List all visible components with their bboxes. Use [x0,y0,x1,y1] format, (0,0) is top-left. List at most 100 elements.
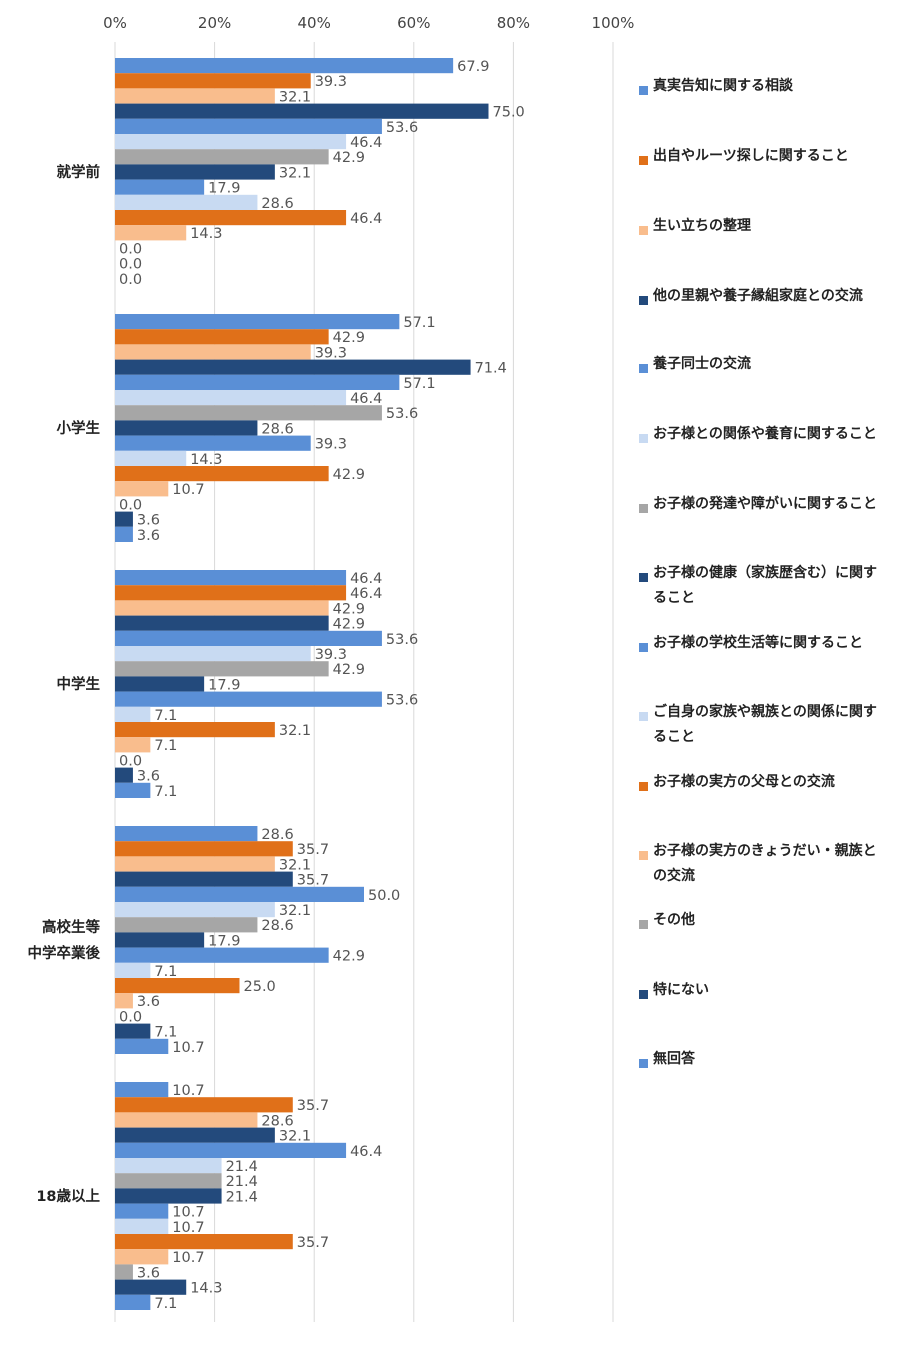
data-label: 10.7 [172,1083,204,1099]
legend-item: 他の里親や養子縁組家庭との交流 [639,288,879,309]
bar [115,481,169,497]
bar [115,1279,187,1295]
bar [115,1097,293,1113]
bar [115,58,454,74]
legend-swatch [639,86,648,95]
bar [115,691,382,707]
data-label: 3.6 [137,513,160,529]
data-label: 42.9 [333,662,365,678]
data-label: 46.4 [350,391,382,407]
data-label: 32.1 [279,165,311,181]
data-label: 28.6 [261,827,293,843]
data-label: 14.3 [190,1281,222,1297]
legend-label: ご自身の家族や親族との関係に関すること [653,704,877,745]
data-label: 46.4 [350,1144,382,1160]
legend-label: お子様の実方のきょうだい・親族との交流 [653,843,877,884]
bar [115,390,347,406]
legend-swatch [639,296,648,305]
bar [115,856,275,872]
data-label: 21.4 [226,1189,258,1205]
legend-swatch [639,643,648,652]
bar [115,1218,169,1234]
bars [115,58,489,1310]
legend-swatch [639,504,648,513]
data-label: 3.6 [137,528,160,544]
bar [115,1082,169,1098]
legend-item: 養子同士の交流 [639,356,879,377]
legend-item: 出自やルーツ探しに関すること [639,148,879,169]
data-label: 28.6 [261,1113,293,1129]
data-label: 0.0 [119,497,142,513]
data-label: 35.7 [297,873,329,889]
legend-swatch [639,434,648,443]
data-label: 10.7 [172,482,204,498]
data-label: 28.6 [261,918,293,934]
bar [115,1294,151,1310]
x-axis-ticks: 0% 20% 40% 60% 80% 100% [103,14,634,32]
x-tick-label: 20% [198,14,231,32]
legend-item: ご自身の家族や親族との関係に関すること [639,704,879,750]
bar [115,88,275,104]
x-tick-label: 80% [497,14,530,32]
bar [115,149,329,165]
bar [115,676,205,692]
data-label: 57.1 [403,315,435,331]
bar [115,134,347,150]
legend-label: お子様の発達や障がいに関すること [653,496,877,512]
data-label: 17.9 [208,181,240,197]
legend-swatch [639,851,648,860]
data-label: 46.4 [350,571,382,587]
data-label: 32.1 [279,857,311,873]
bar [115,600,329,616]
legend-label: お子様の学校生活等に関すること [653,635,863,651]
data-label: 75.0 [493,105,525,121]
category-label: 18歳以上 [36,1187,100,1205]
data-label: 7.1 [154,964,177,980]
legend-label: 養子同士の交流 [653,356,751,372]
bar [115,841,293,857]
legend-label: 出自やルーツ探しに関すること [653,148,849,164]
legend-swatch [639,920,648,929]
bar [115,1264,133,1280]
data-label: 14.3 [190,226,222,242]
bar [115,225,187,241]
bar [115,344,311,360]
bar [115,1112,258,1128]
data-label: 0.0 [119,1009,142,1025]
legend-label: お子様の健康（家族歴含む）に関すること [653,565,877,606]
data-label: 50.0 [368,888,400,904]
bar [115,706,151,722]
data-label: 42.9 [333,617,365,633]
legend-item: 特にない [639,982,879,1003]
legend-swatch [639,226,648,235]
data-label: 35.7 [297,842,329,858]
bar [115,1023,151,1039]
data-label: 3.6 [137,994,160,1010]
legend-label: 特にない [653,982,709,998]
legend-label: 他の里親や養子縁組家庭との交流 [653,288,863,304]
data-label: 21.4 [226,1174,258,1190]
legend-item: お子様との関係や養育に関すること [639,426,879,447]
bar [115,902,275,918]
data-label: 10.7 [172,1205,204,1221]
category-label: 高校生等中学卒業後 [28,918,101,962]
bar [115,1173,222,1189]
data-label: 39.3 [315,437,347,453]
data-label: 46.4 [350,211,382,227]
bar [115,737,151,753]
bar [115,1158,222,1174]
data-label: 32.1 [279,1129,311,1145]
bar [115,314,400,330]
data-label: 10.7 [172,1040,204,1056]
bar [115,194,258,210]
data-label: 39.3 [315,647,347,663]
bar [115,374,400,390]
data-label: 53.6 [386,120,418,136]
bar [115,1038,169,1054]
bar [115,767,133,783]
bar [115,1142,347,1158]
legend-item: お子様の健康（家族歴含む）に関すること [639,565,879,611]
legend-item: その他 [639,912,879,933]
